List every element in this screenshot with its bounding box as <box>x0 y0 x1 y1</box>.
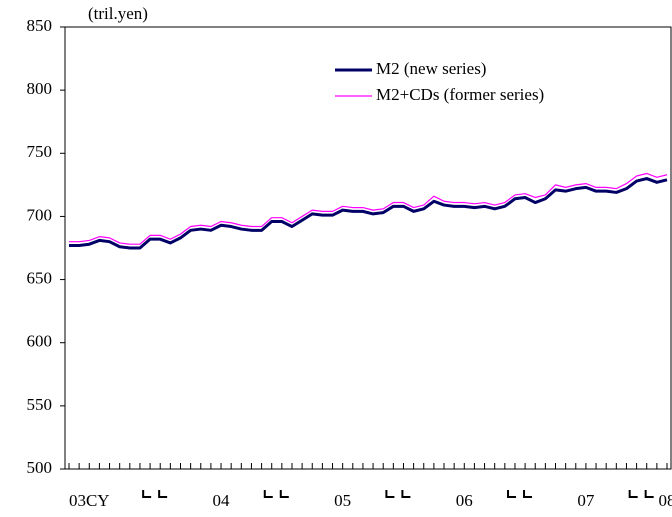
y-tick-label: 550 <box>27 395 53 414</box>
y-tick-label: 850 <box>27 16 53 35</box>
x-tick-label: 08 <box>659 491 672 510</box>
year-separator <box>142 490 168 498</box>
legend-label: M2 (new series) <box>376 59 486 78</box>
series-line <box>69 177 668 250</box>
x-tick-label: 04 <box>213 491 231 510</box>
y-tick-label: 700 <box>27 205 53 224</box>
x-tick-label: 07 <box>577 491 595 510</box>
y-unit: (tril.yen) <box>88 4 148 23</box>
y-tick-label: 600 <box>27 332 53 351</box>
y-tick-label: 650 <box>27 268 53 287</box>
year-separator <box>385 490 411 498</box>
x-tick-label: 05 <box>334 491 351 510</box>
year-separator <box>263 490 289 498</box>
plot-area <box>64 26 672 470</box>
y-tick-label: 800 <box>27 79 53 98</box>
y-tick-label: 750 <box>27 142 53 161</box>
series-line <box>69 172 668 245</box>
x-tick-label: 06 <box>456 491 473 510</box>
legend-label: M2+CDs (former series) <box>376 85 544 104</box>
x-tick-label: 03CY <box>69 491 110 510</box>
y-tick-label: 500 <box>27 458 53 477</box>
year-separator <box>507 490 533 498</box>
year-separator <box>628 490 654 498</box>
